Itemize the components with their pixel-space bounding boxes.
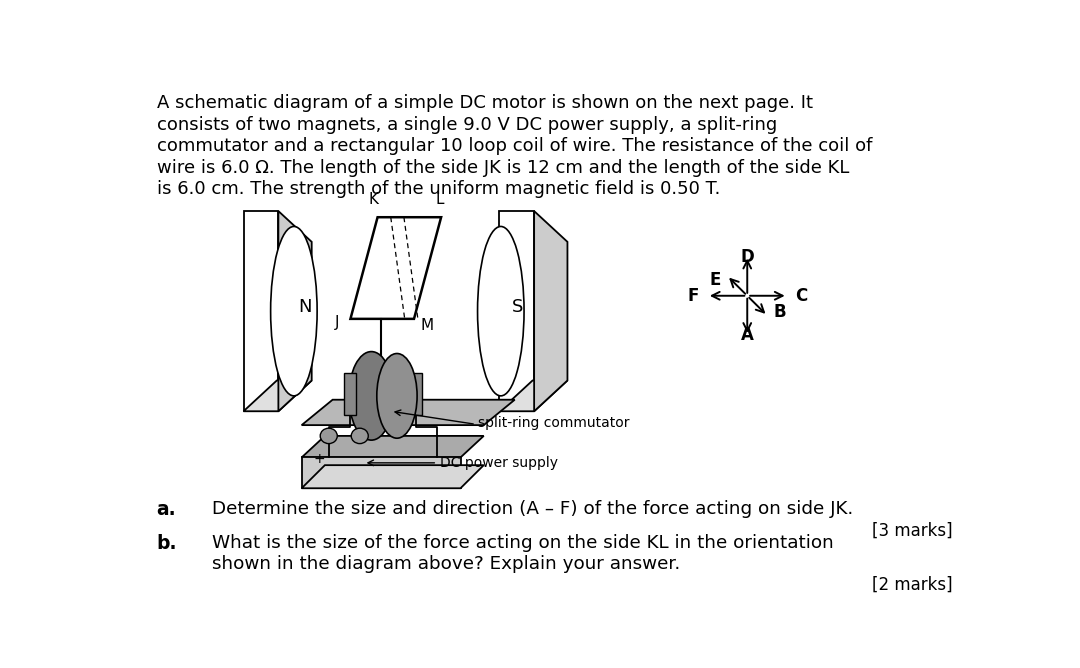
Polygon shape xyxy=(410,373,422,415)
Text: D: D xyxy=(741,248,754,266)
Polygon shape xyxy=(301,458,460,488)
Polygon shape xyxy=(301,399,515,425)
Polygon shape xyxy=(499,211,535,411)
Text: S: S xyxy=(512,299,523,317)
Text: [3 marks]: [3 marks] xyxy=(872,521,953,539)
Ellipse shape xyxy=(377,353,417,438)
Polygon shape xyxy=(301,436,484,458)
Text: M: M xyxy=(420,317,433,333)
Text: Determine the size and direction (A – F) of the force acting on side JK.: Determine the size and direction (A – F)… xyxy=(213,500,854,518)
Polygon shape xyxy=(499,381,567,411)
Ellipse shape xyxy=(321,428,337,444)
Polygon shape xyxy=(301,465,484,488)
Text: A: A xyxy=(741,325,754,343)
Text: wire is 6.0 Ω. The length of the side JK is 12 cm and the length of the side KL: wire is 6.0 Ω. The length of the side JK… xyxy=(157,159,849,177)
Polygon shape xyxy=(350,217,441,319)
Ellipse shape xyxy=(349,351,394,440)
Text: +: + xyxy=(313,452,325,466)
Text: commutator and a rectangular 10 loop coil of wire. The resistance of the coil of: commutator and a rectangular 10 loop coi… xyxy=(157,137,872,155)
Text: E: E xyxy=(710,271,720,289)
Ellipse shape xyxy=(477,226,524,396)
Text: L: L xyxy=(435,192,444,207)
Polygon shape xyxy=(535,211,567,411)
Text: b.: b. xyxy=(157,534,177,554)
Text: shown in the diagram above? Explain your answer.: shown in the diagram above? Explain your… xyxy=(213,555,680,573)
Ellipse shape xyxy=(351,428,368,444)
Polygon shape xyxy=(243,381,312,411)
Text: is 6.0 cm. The strength of the uniform magnetic field is 0.50 T.: is 6.0 cm. The strength of the uniform m… xyxy=(157,180,720,198)
Text: F: F xyxy=(688,287,699,305)
Text: A schematic diagram of a simple DC motor is shown on the next page. It: A schematic diagram of a simple DC motor… xyxy=(157,94,813,112)
Text: a.: a. xyxy=(157,500,176,519)
Text: consists of two magnets, a single 9.0 V DC power supply, a split-ring: consists of two magnets, a single 9.0 V … xyxy=(157,116,777,134)
Text: DC power supply: DC power supply xyxy=(440,456,557,470)
Text: C: C xyxy=(795,287,808,305)
Polygon shape xyxy=(345,373,356,415)
Ellipse shape xyxy=(271,226,318,396)
Polygon shape xyxy=(243,211,279,411)
Text: J: J xyxy=(335,315,339,330)
Text: What is the size of the force acting on the side KL in the orientation: What is the size of the force acting on … xyxy=(213,534,834,552)
Text: N: N xyxy=(299,299,312,317)
Text: B: B xyxy=(773,303,786,321)
Text: K: K xyxy=(368,192,379,207)
Text: [2 marks]: [2 marks] xyxy=(872,576,953,594)
Text: split-ring commutator: split-ring commutator xyxy=(478,415,630,430)
Polygon shape xyxy=(279,211,312,411)
